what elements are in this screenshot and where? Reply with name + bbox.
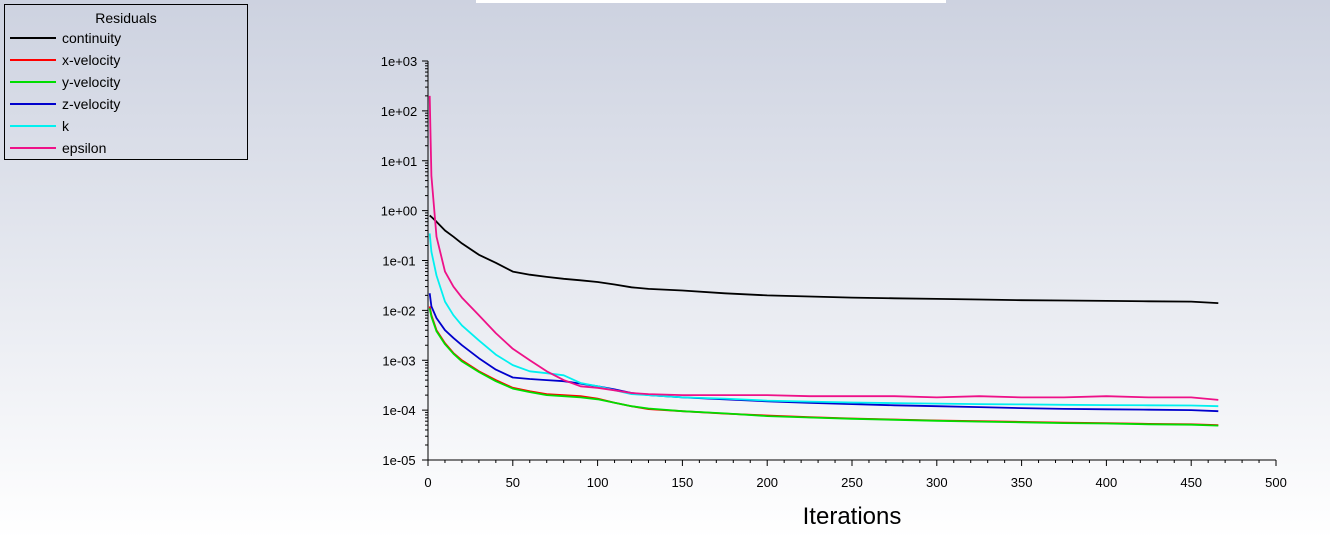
legend-swatch-y-velocity [10, 81, 56, 83]
legend-swatch-epsilon [10, 147, 56, 149]
legend-label-continuity: continuity [62, 30, 122, 46]
legend-label-x-velocity: x-velocity [62, 52, 121, 68]
x-tick-label: 150 [672, 475, 694, 490]
window-top-strip [476, 0, 946, 3]
x-tick-label: 500 [1265, 475, 1287, 490]
y-tick-label: 1e+00 [381, 204, 418, 219]
legend-label-z-velocity: z-velocity [62, 96, 121, 112]
y-tick-label: 1e-02 [382, 303, 415, 318]
legend-swatch-x-velocity [10, 59, 56, 61]
legend-title: Residuals [95, 10, 157, 26]
legend-entry-y-velocity: y-velocity [5, 71, 247, 93]
x-tick-label: 200 [756, 475, 778, 490]
legend-entry-x-velocity: x-velocity [5, 49, 247, 71]
x-tick-label: 50 [506, 475, 520, 490]
x-tick-label: 450 [1180, 475, 1202, 490]
legend-label-y-velocity: y-velocity [62, 74, 121, 90]
x-tick-label: 100 [587, 475, 609, 490]
x-tick-label: 300 [926, 475, 948, 490]
legend-entry-z-velocity: z-velocity [5, 93, 247, 115]
x-axis-label: Iterations [803, 503, 902, 530]
legend-swatch-k [10, 125, 56, 127]
series-line-y-velocity [428, 308, 1219, 427]
series-line-continuity [429, 214, 1219, 304]
series-line-epsilon [428, 95, 1219, 401]
x-tick-label: 250 [841, 475, 863, 490]
legend-swatch-z-velocity [10, 103, 56, 105]
series-line-x-velocity [428, 306, 1219, 426]
y-tick-label: 1e-04 [382, 403, 415, 418]
x-tick-label: 400 [1096, 475, 1118, 490]
legend-entry-k: k [5, 115, 247, 137]
y-tick-label: 1e+02 [381, 104, 418, 119]
legend-label-k: k [62, 118, 69, 134]
y-tick-label: 1e-03 [382, 353, 415, 368]
legend-label-epsilon: epsilon [62, 140, 107, 156]
legend-entry-continuity: continuity [5, 27, 247, 49]
y-tick-label: 1e+01 [381, 154, 418, 169]
legend-entry-epsilon: epsilon [5, 137, 247, 159]
y-tick-label: 1e+03 [381, 54, 418, 69]
y-tick-label: 1e-01 [382, 254, 415, 269]
x-tick-label: 350 [1011, 475, 1033, 490]
x-tick-label: 0 [424, 475, 431, 490]
series-line-k [428, 233, 1219, 408]
y-tick-label: 1e-05 [382, 453, 415, 468]
legend-swatch-continuity [10, 37, 56, 39]
legend-box: Residuals continuity x-velocity y-veloci… [4, 4, 248, 160]
